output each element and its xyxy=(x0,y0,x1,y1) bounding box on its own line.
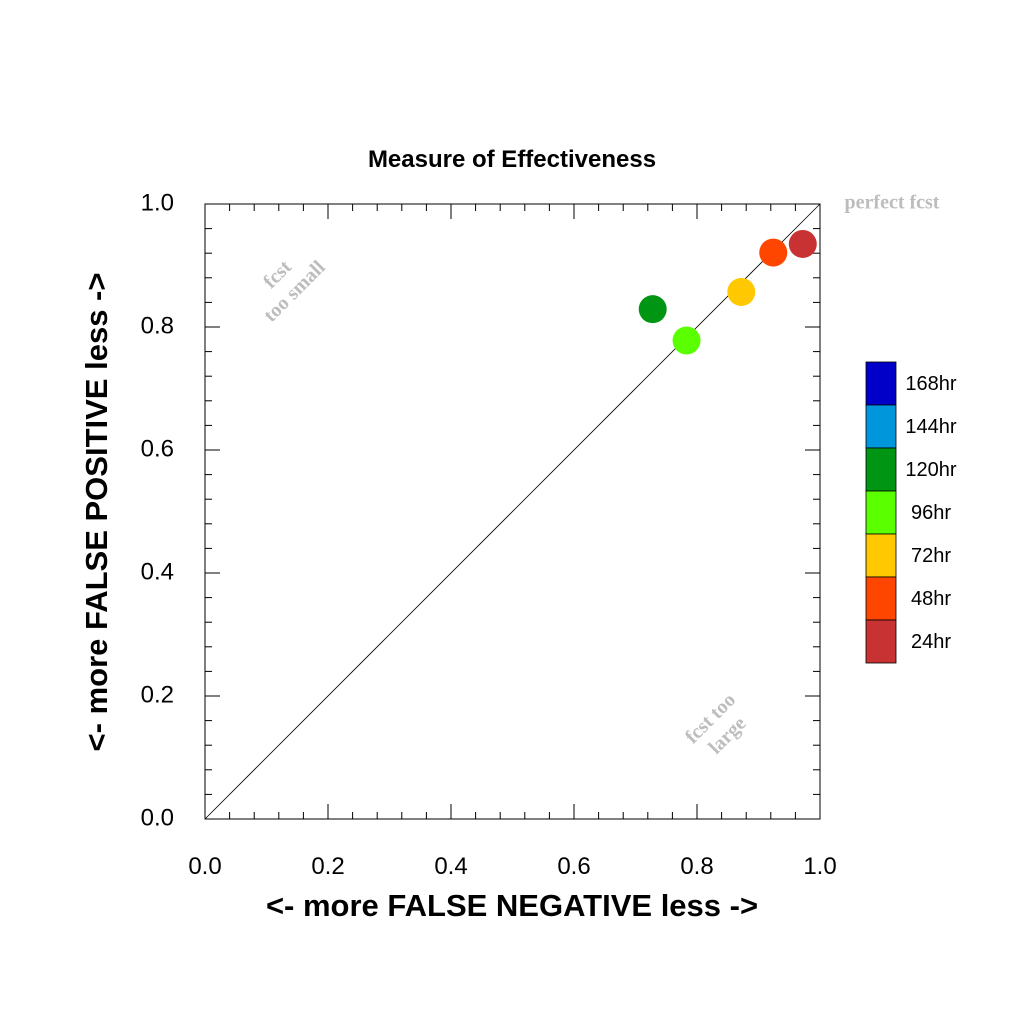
legend-swatch-168hr xyxy=(865,361,897,406)
axes-group: 0.0 0.2 0.4 0.6 0.8 1.0 0.0 0.2 0.4 0.6 0.8 1.0 xyxy=(141,189,837,880)
data-points-group xyxy=(638,229,817,355)
annotations-group: perfect fcst fcst too small fcst too lar… xyxy=(259,192,940,759)
legend: 168hr 144hr 120hr 96hr 72hr 48hr 24hr xyxy=(865,361,957,664)
x-tick-label: 0.8 xyxy=(680,853,713,880)
legend-swatch-24hr xyxy=(865,619,897,664)
chart-title: Measure of Effectiveness xyxy=(368,146,656,173)
legend-swatch-120hr xyxy=(865,447,897,492)
legend-swatch-96hr xyxy=(865,490,897,535)
x-tick-label: 0.4 xyxy=(434,853,467,880)
legend-label-48hr: 48hr xyxy=(911,588,951,610)
perfect-forecast-line xyxy=(204,203,821,820)
y-tick-label: 1.0 xyxy=(141,189,174,216)
fcst-too-small-label: fcst too small xyxy=(259,256,330,327)
data-point-96hr xyxy=(672,326,701,355)
x-tick-label: 0.2 xyxy=(311,853,344,880)
y-tick-label: 0.4 xyxy=(141,558,174,585)
legend-label-144hr: 144hr xyxy=(905,416,956,438)
data-point-120hr xyxy=(638,295,667,324)
plot-frame xyxy=(204,203,821,820)
legend-swatch-48hr xyxy=(865,576,897,621)
x-tick-label: 0.6 xyxy=(557,853,590,880)
y-tick-label: 0.6 xyxy=(141,435,174,462)
legend-label-168hr: 168hr xyxy=(905,373,956,395)
y-tick-label: 0.0 xyxy=(141,804,174,831)
x-tick-label: 0.0 xyxy=(188,853,221,880)
x-axis-label: <- more FALSE NEGATIVE less -> xyxy=(266,888,758,923)
data-point-24hr xyxy=(788,229,817,258)
y-tick-label: 0.2 xyxy=(141,681,174,708)
x-tick-label: 1.0 xyxy=(803,853,836,880)
data-point-48hr xyxy=(759,238,788,267)
y-tick-label: 0.8 xyxy=(141,312,174,339)
perfect-fcst-label: perfect fcst xyxy=(845,192,940,214)
legend-swatch-72hr xyxy=(865,533,897,578)
data-point-72hr xyxy=(727,277,756,306)
legend-label-24hr: 24hr xyxy=(911,631,951,653)
legend-label-72hr: 72hr xyxy=(911,545,951,567)
legend-label-96hr: 96hr xyxy=(911,502,951,524)
legend-swatch-144hr xyxy=(865,404,897,449)
fcst-too-large-label: fcst too large xyxy=(681,689,751,759)
legend-label-120hr: 120hr xyxy=(905,459,956,481)
y-axis-label: <- more FALSE POSITIVE less -> xyxy=(79,273,114,752)
